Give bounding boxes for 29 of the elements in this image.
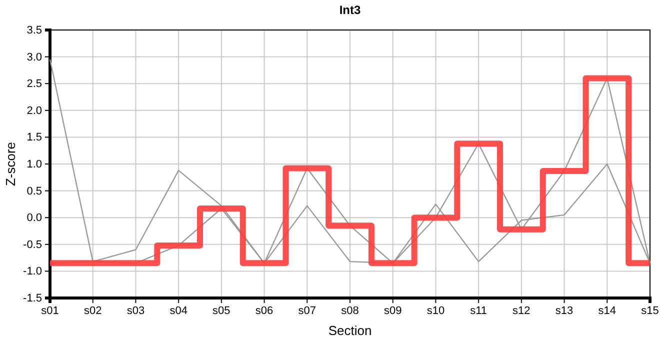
x-tick-label: s15: [641, 304, 659, 317]
x-tick-label: s02: [84, 304, 102, 317]
x-tick-label: s10: [426, 304, 445, 317]
y-tick-label: 1.0: [26, 158, 42, 171]
x-tick-label: s12: [512, 304, 530, 317]
x-tick-label: s04: [170, 304, 188, 317]
x-tick-label: s14: [598, 304, 616, 317]
x-tick-label: s08: [341, 304, 359, 317]
x-tick-label: s06: [255, 304, 274, 317]
y-tick-label: 0.0: [26, 212, 42, 224]
y-tick-label: -0.5: [23, 238, 42, 251]
x-tick-label: s01: [41, 304, 59, 317]
x-tick-label: s07: [298, 304, 316, 317]
y-tick-label: -1.0: [23, 266, 42, 278]
x-tick-label: s03: [126, 304, 145, 317]
y-tick-label: 2.5: [26, 78, 42, 90]
y-tick-label: 3.5: [26, 24, 42, 37]
x-tick-label: s05: [212, 304, 230, 317]
y-axis-title: Z-score: [3, 142, 18, 186]
y-tick-label: 0.5: [26, 185, 42, 198]
chart-title: Int3: [339, 3, 361, 17]
x-tick-label: s09: [384, 304, 402, 317]
y-tick-label: 2.0: [26, 104, 42, 117]
x-tick-label: s13: [555, 304, 574, 317]
y-tick-label: 1.5: [26, 132, 42, 144]
y-tick-label: -1.5: [23, 292, 42, 305]
y-tick-label: 3.0: [26, 51, 42, 64]
x-tick-label: s11: [470, 304, 488, 317]
x-axis-title: Section: [328, 323, 372, 338]
